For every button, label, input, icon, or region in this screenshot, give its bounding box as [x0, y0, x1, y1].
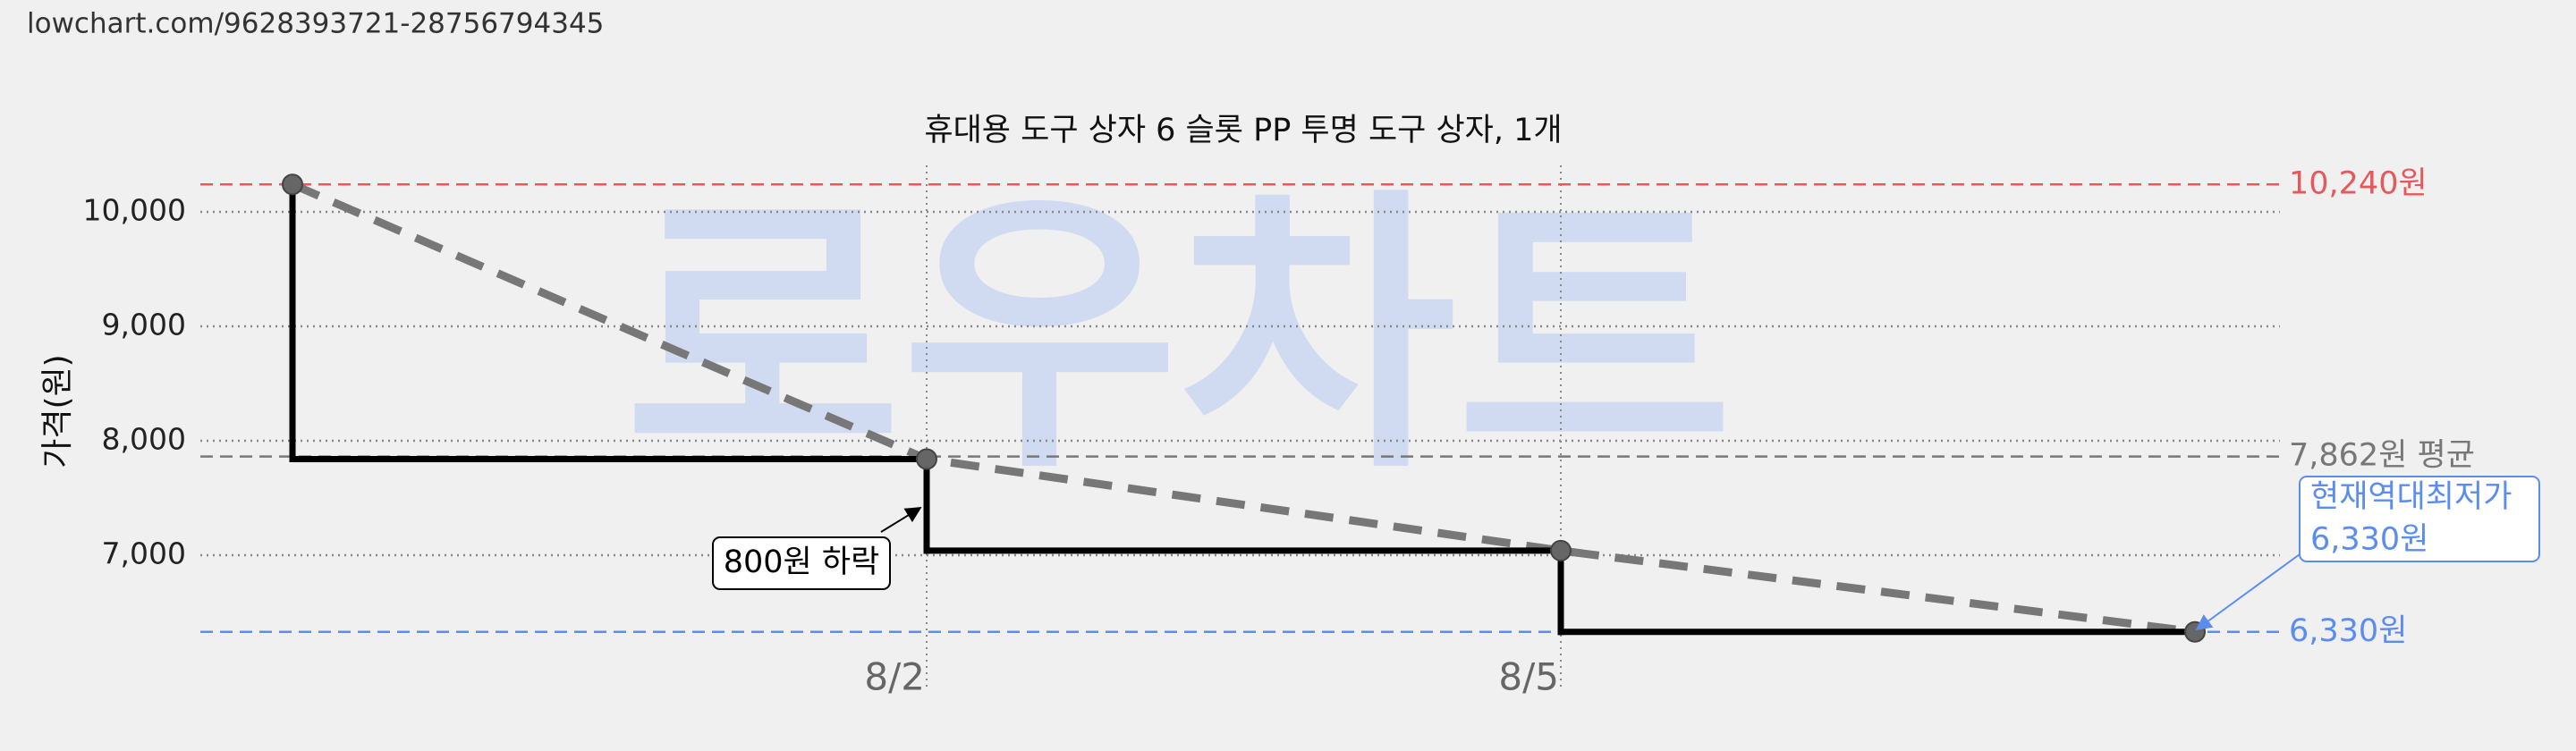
- annotation-arrow: [2195, 553, 2301, 631]
- point-marker: [1550, 539, 1572, 561]
- annotation-text: 6,330원: [2310, 521, 2428, 557]
- annotation-box: [712, 536, 891, 590]
- annotation-box: [2299, 476, 2540, 562]
- y-axis-label: 가격(원): [39, 354, 76, 468]
- annotation-text: 800원 하락: [724, 544, 880, 580]
- y-tick-label: 9,000: [102, 308, 186, 342]
- point-marker: [916, 448, 937, 470]
- chart-title: 휴대용 도구 상자 6 슬롯 PP 투명 도구 상자, 1개: [924, 113, 1562, 148]
- watermark: 로우차트: [624, 165, 1733, 508]
- point-marker: [282, 173, 303, 196]
- url: lowchart.com/9628393721-28756794345: [27, 8, 604, 40]
- y-tick-label: 8,000: [102, 422, 186, 457]
- reference-label: 6,330원: [2289, 613, 2407, 649]
- annotation-arrow: [880, 507, 922, 533]
- trend-line: [291, 181, 2196, 637]
- annotation-text: 현재역대최저가: [2310, 479, 2512, 515]
- reference-label: 10,240원: [2289, 165, 2428, 201]
- y-tick-label: 7,000: [102, 536, 186, 571]
- x-tick-label: 8/5: [1498, 655, 1559, 699]
- reference-label: 7,862원 평균: [2289, 438, 2475, 474]
- y-tick-label: 10,000: [83, 193, 186, 228]
- x-tick-label: 8/2: [864, 655, 925, 699]
